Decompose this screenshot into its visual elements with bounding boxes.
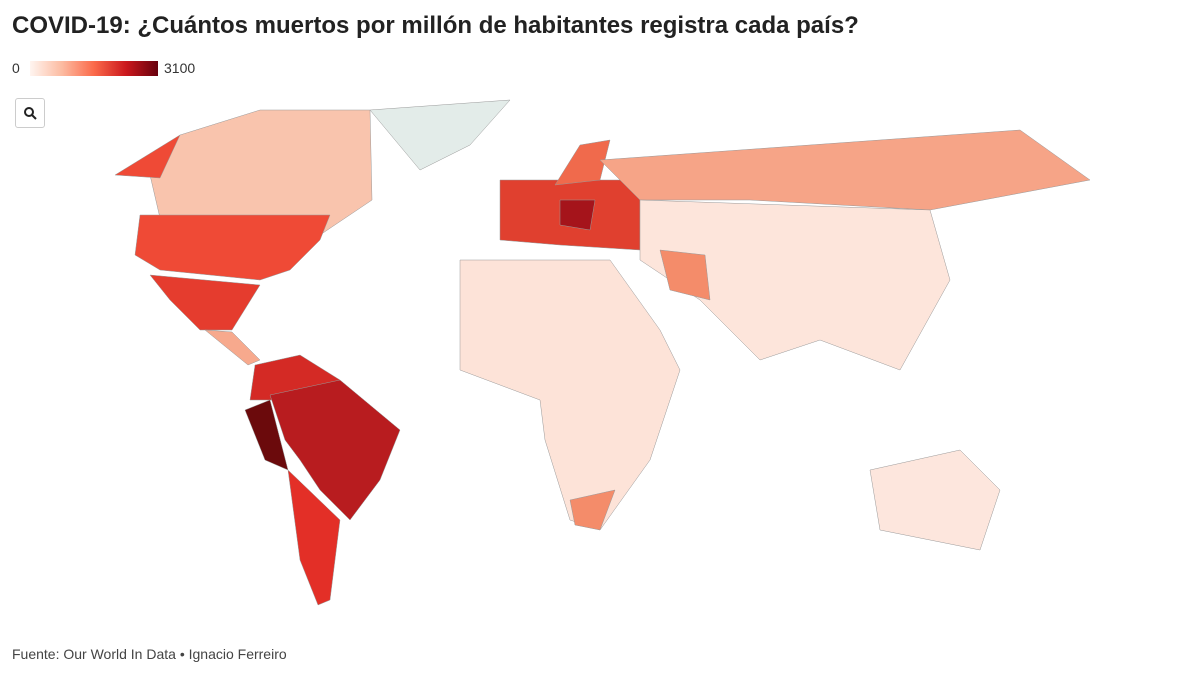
world-map (114, 99, 1091, 606)
australia (869, 449, 1001, 551)
search-button[interactable] (15, 98, 45, 128)
legend-min: 0 (12, 60, 20, 76)
alaska (114, 134, 181, 179)
usa (134, 214, 331, 281)
source: Fuente: Our World In Data • Ignacio Ferr… (12, 646, 287, 662)
central-europe (559, 199, 596, 231)
asia (639, 199, 951, 371)
greenland (369, 99, 511, 171)
scandinavia (554, 139, 611, 186)
search-icon (24, 107, 37, 120)
russia (599, 129, 1091, 211)
canada (149, 109, 373, 236)
africa (459, 259, 681, 531)
mexico (149, 274, 261, 331)
argentina-chile (287, 469, 341, 606)
legend-max: 3100 (164, 60, 196, 76)
legend-gradient (30, 61, 158, 76)
central-america (204, 329, 261, 366)
iran (659, 249, 711, 301)
south-africa (569, 489, 616, 531)
brazil (269, 379, 401, 521)
title: COVID-19: ¿Cuántos muertos por millón de… (12, 12, 859, 39)
